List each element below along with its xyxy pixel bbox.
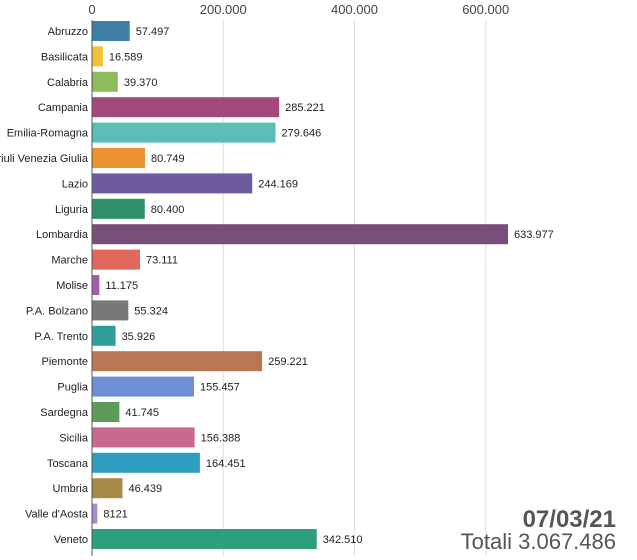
x-axis-ticks: 0 200.000 400.000 600.000 (88, 2, 509, 17)
date-label: 07/03/21 (523, 506, 616, 533)
value-label: 46.439 (128, 483, 162, 495)
bar (92, 249, 140, 270)
category-label: Calabria (47, 77, 89, 89)
bar (92, 300, 129, 321)
value-label: 16.589 (109, 51, 143, 63)
category-label: Piemonte (42, 356, 88, 368)
bar (92, 478, 123, 499)
value-label: 55.324 (134, 305, 168, 317)
bar (92, 71, 118, 92)
value-label: 80.400 (151, 204, 185, 216)
value-label: 155.457 (200, 382, 240, 394)
category-label: P.A. Trento (34, 331, 88, 343)
value-labels: 57.497 16.589 39.370 285.221 279.646 80.749 24… (103, 26, 553, 546)
bar (92, 224, 508, 245)
bar (92, 148, 145, 168)
bar (92, 97, 280, 118)
value-label: 35.926 (122, 331, 156, 343)
bar (92, 21, 130, 41)
category-label: P.A. Bolzano (26, 305, 88, 317)
value-label: 279.646 (281, 128, 321, 140)
bar (92, 529, 317, 549)
x-tick-label: 200.000 (200, 2, 247, 17)
value-label: 244.169 (258, 178, 298, 190)
category-label: Lombardia (36, 229, 89, 241)
value-label: 342.510 (323, 534, 363, 546)
category-label: Campania (38, 102, 89, 114)
value-label: 57.497 (136, 26, 170, 38)
value-label: 39.370 (124, 77, 158, 89)
bar (92, 173, 253, 194)
category-label: Friuli Venezia Giulia (0, 153, 89, 165)
category-label: Basilicata (41, 51, 89, 63)
value-label: 259.221 (268, 356, 308, 368)
x-tick-label: 0 (88, 2, 95, 17)
bar (92, 325, 116, 346)
bars (92, 21, 508, 549)
bar (92, 198, 145, 219)
category-label: Lazio (62, 178, 88, 190)
bar (92, 452, 200, 473)
category-labels: Abruzzo Basilicata Calabria Campania Emilia-… (0, 26, 89, 546)
bar (92, 122, 276, 143)
category-label: Sicilia (59, 432, 89, 444)
value-label: 41.745 (125, 407, 159, 419)
category-label: Marche (51, 255, 88, 267)
bar (92, 376, 195, 397)
category-label: Abruzzo (48, 26, 88, 38)
value-label: 164.451 (206, 458, 246, 470)
value-label: 73.111 (146, 255, 178, 267)
value-label: 633.977 (514, 229, 554, 241)
bar (92, 402, 120, 422)
category-label: Toscana (47, 458, 89, 470)
value-label: 8121 (103, 509, 127, 521)
total-label: Totali 3.067.486 (461, 529, 616, 554)
value-label: 11.175 (105, 280, 138, 292)
category-label: Emilia-Romagna (7, 128, 89, 140)
x-tick-label: 400.000 (331, 2, 378, 17)
category-label: Puglia (57, 382, 88, 394)
category-label: Sardegna (40, 407, 89, 419)
bar (92, 351, 263, 372)
x-tick-label: 600.000 (462, 2, 509, 17)
value-label: 80.749 (151, 153, 185, 165)
value-label: 156.388 (201, 432, 241, 444)
bar (92, 46, 103, 67)
bar (92, 503, 98, 524)
bar (92, 427, 195, 448)
category-label: Liguria (55, 204, 89, 216)
value-label: 285.221 (285, 102, 325, 114)
category-label: Veneto (54, 534, 88, 546)
category-label: Umbria (53, 483, 89, 495)
category-label: Molise (56, 280, 88, 292)
category-label: Valle d'Aosta (25, 509, 89, 521)
bar (92, 275, 100, 295)
